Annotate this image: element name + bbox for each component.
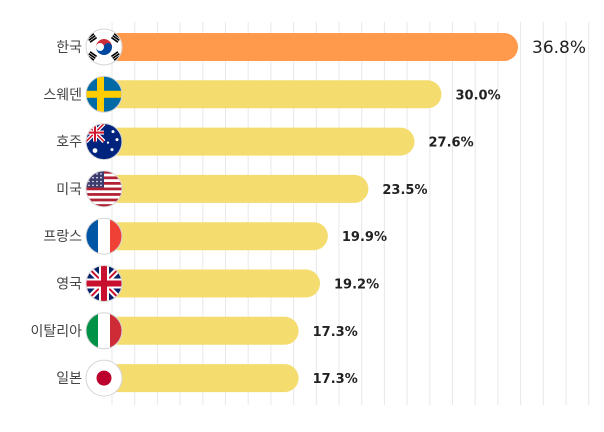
gridlines: [111, 22, 590, 405]
value-label: 27.6%: [429, 136, 474, 151]
bar: [104, 222, 328, 251]
bar: [104, 80, 442, 109]
value-label: 17.3%: [313, 325, 358, 340]
category-label: 프랑스: [43, 229, 82, 245]
bar: [104, 316, 299, 345]
category-label: 영국: [56, 277, 82, 293]
bars-group: [104, 33, 518, 393]
flag-korea-icon: [85, 28, 123, 66]
category-label: 이탈리아: [30, 324, 82, 340]
category-label: 한국: [56, 40, 82, 56]
category-label: 호주: [56, 135, 82, 151]
flag-japan-icon: [85, 359, 123, 397]
category-label: 스웨덴: [43, 87, 82, 103]
flag-usa-icon: [85, 170, 123, 208]
value-label: 17.3%: [313, 372, 358, 387]
flag-uk-icon: [85, 265, 123, 302]
bar: [104, 127, 415, 156]
flags-group: [85, 28, 123, 397]
flag-france-icon: [85, 217, 123, 255]
flag-sweden-icon: [85, 75, 123, 113]
bar: [104, 33, 518, 61]
category-label: 일본: [56, 371, 82, 387]
value-label: 30.0%: [456, 88, 501, 103]
value-label: 23.5%: [382, 183, 427, 198]
bar: [104, 364, 299, 393]
value-label: 19.9%: [342, 230, 387, 245]
category-label: 미국: [56, 182, 82, 198]
value-label: 19.2%: [334, 278, 379, 293]
labels-group: 한국 36.8% 스웨덴 30.0% 호주 27.6% 미국 23.5% 프랑스 19.9% 영국 1…: [30, 38, 586, 387]
bar: [104, 269, 320, 298]
value-label: 36.8%: [532, 38, 586, 58]
bar: [104, 174, 369, 203]
flag-italy-icon: [85, 312, 123, 350]
flag-australia-icon: [85, 123, 123, 161]
